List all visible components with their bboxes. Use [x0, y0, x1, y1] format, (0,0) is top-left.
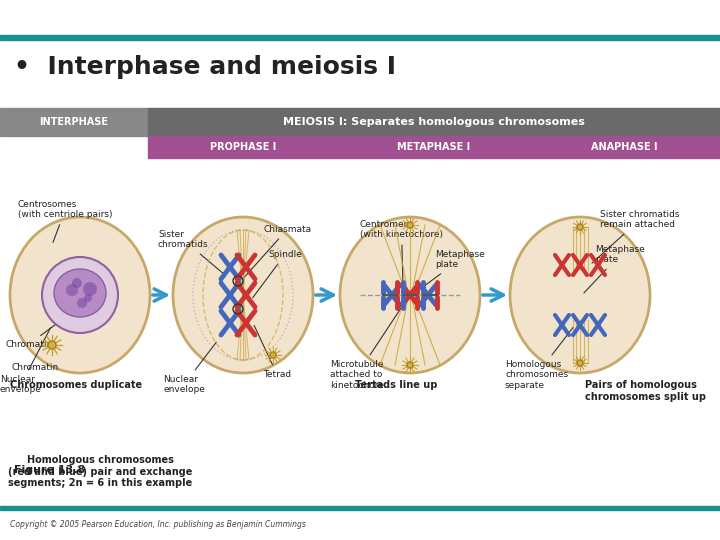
Circle shape [270, 352, 276, 358]
Circle shape [577, 224, 583, 230]
Text: Sister chromatids
remain attached: Sister chromatids remain attached [592, 210, 680, 263]
Text: Figure 13.8: Figure 13.8 [14, 465, 85, 475]
Bar [148, 108, 720, 136]
Ellipse shape [340, 217, 480, 373]
Circle shape [48, 341, 56, 349]
Ellipse shape [510, 217, 650, 373]
Bar [0, 35, 720, 40]
Text: Sister
chromatids: Sister chromatids [158, 230, 223, 273]
Circle shape [83, 282, 97, 296]
Ellipse shape [173, 217, 313, 373]
Bar [148, 136, 338, 158]
Ellipse shape [54, 269, 106, 317]
Bar [338, 136, 529, 158]
Circle shape [42, 257, 118, 333]
Ellipse shape [10, 217, 150, 373]
Circle shape [66, 284, 78, 296]
Text: Metaphase
plate: Metaphase plate [584, 245, 644, 293]
Text: Tetrad: Tetrad [254, 326, 291, 379]
Circle shape [77, 298, 87, 308]
Text: Copyright © 2005 Pearson Education, Inc. publishing as Benjamin Cummings: Copyright © 2005 Pearson Education, Inc.… [10, 520, 306, 529]
Circle shape [407, 222, 413, 228]
Circle shape [577, 360, 583, 366]
Text: Homologous
chromosomes
separate: Homologous chromosomes separate [505, 327, 573, 390]
Bar [0, 506, 720, 510]
Text: Nuclear
envelope: Nuclear envelope [0, 327, 50, 394]
Text: Homologous chromosomes
(red and blue) pair and exchange
segments; 2n = 6 in this: Homologous chromosomes (red and blue) pa… [8, 455, 192, 488]
Text: Pairs of homologous
chromosomes split up: Pairs of homologous chromosomes split up [585, 380, 706, 402]
Text: Metaphase
plate: Metaphase plate [414, 250, 485, 293]
Circle shape [72, 278, 82, 288]
Text: Chromatin: Chromatin [5, 312, 73, 349]
Text: METAPHASE I: METAPHASE I [397, 142, 471, 152]
Bar [0, 108, 148, 136]
Text: Tertads line up: Tertads line up [355, 380, 437, 390]
Text: ANAPHASE I: ANAPHASE I [591, 142, 658, 152]
Text: INTERPHASE: INTERPHASE [40, 117, 109, 127]
Text: MEIOSIS I: Separates homologous chromosomes: MEIOSIS I: Separates homologous chromoso… [283, 117, 585, 127]
Text: PROPHASE I: PROPHASE I [210, 142, 276, 152]
Text: Chromatin: Chromatin [12, 363, 59, 372]
Text: Nuclear
envelope: Nuclear envelope [163, 342, 216, 394]
Text: Spindle: Spindle [253, 250, 302, 298]
Text: •  Interphase and meiosis I: • Interphase and meiosis I [14, 55, 396, 79]
Text: Chiasmata: Chiasmata [243, 225, 311, 279]
Text: Centrosomes
(with centriole pairs): Centrosomes (with centriole pairs) [18, 200, 112, 242]
Text: Microtubule
attached to
kinetochore: Microtubule attached to kinetochore [330, 307, 402, 390]
Circle shape [84, 294, 92, 302]
Bar [529, 136, 720, 158]
Circle shape [407, 362, 413, 368]
Text: Centromere
(with kinetochore): Centromere (with kinetochore) [360, 220, 443, 282]
Text: Chromosomes duplicate: Chromosomes duplicate [10, 380, 142, 390]
